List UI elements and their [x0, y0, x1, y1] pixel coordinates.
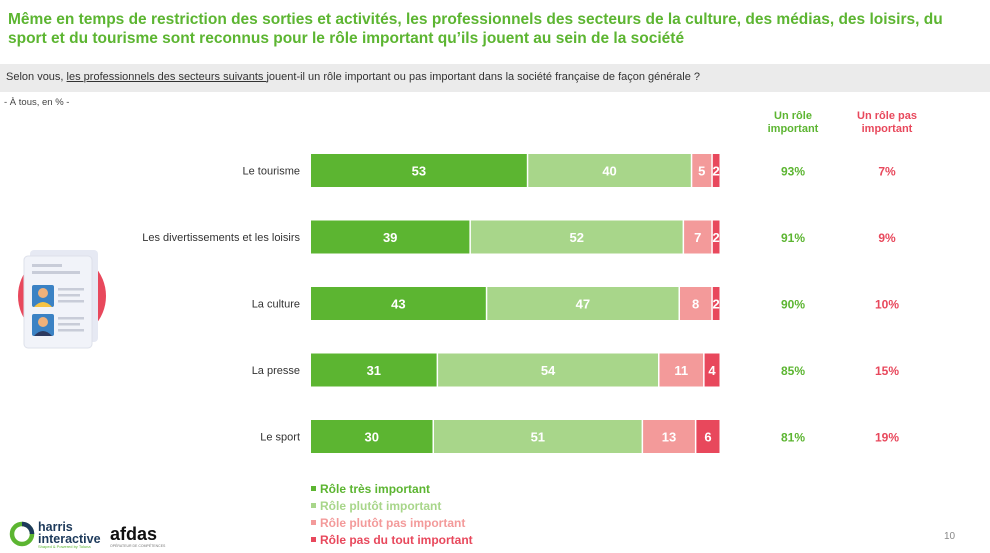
category-label: Le tourisme	[243, 166, 300, 178]
column-header-not-important: Un rôle pas important	[857, 110, 917, 135]
question-underlined: les professionnels des secteurs suivants	[66, 71, 267, 83]
question-suffix: jouent-il un rôle important ou pas impor…	[266, 71, 701, 83]
total-not-important-value: 19%	[875, 431, 899, 445]
afdas-logo: afdas OPÉRATEUR DE COMPÉTENCES	[110, 524, 166, 550]
bar-segment-pas-du-tout-important	[704, 353, 720, 387]
bar-value-label: 30	[365, 430, 379, 445]
bar-value-label: 4	[708, 363, 716, 378]
bar-segment-tres-important	[311, 353, 437, 387]
question-band: Selon vous, les professionnels des secte…	[0, 64, 990, 92]
page-number: 10	[944, 531, 956, 542]
total-important-value: 81%	[781, 431, 805, 445]
bar-segment-pas-du-tout-important	[712, 220, 720, 254]
legend-label: Rôle plutôt important	[320, 499, 442, 513]
bar-value-label: 2	[713, 297, 720, 312]
bar-value-label: 47	[576, 297, 590, 312]
column-header-important: Un rôle important	[767, 110, 819, 135]
harris-logo-text: harris interactive	[38, 520, 101, 546]
bar-segment-plutot-pas-important	[659, 353, 704, 387]
legend-item-tres-important: Rôle très important	[311, 481, 473, 498]
question-text: Selon vous, les professionnels des secte…	[6, 71, 700, 83]
bar-value-label: 54	[541, 363, 556, 378]
bar-segment-plutot-important	[487, 287, 679, 320]
harris-logo-icon	[9, 521, 35, 547]
document-people-icon	[18, 250, 106, 349]
bar-value-label: 43	[391, 297, 405, 312]
bar-value-label: 51	[531, 430, 545, 445]
bar-segment-plutot-pas-important	[680, 287, 712, 320]
bar-value-label: 31	[367, 363, 381, 378]
bar-value-label: 13	[662, 430, 676, 445]
bar-value-label: 52	[570, 230, 584, 245]
bar-segment-pas-du-tout-important	[712, 154, 720, 187]
category-label: Les divertissements et les loisirs	[142, 232, 300, 244]
category-label: La presse	[252, 365, 300, 377]
legend-label: Rôle très important	[320, 482, 431, 496]
bar-segment-plutot-pas-important	[692, 154, 712, 187]
bar-segment-tres-important	[311, 154, 527, 187]
bar-segment-pas-du-tout-important	[712, 287, 720, 320]
total-important-value: 90%	[781, 298, 805, 312]
chart-legend: Rôle très important Rôle plutôt importan…	[311, 481, 473, 549]
afdas-logo-text: afdas	[110, 524, 158, 544]
question-prefix: Selon vous,	[6, 71, 67, 83]
afdas-logo-tagline: OPÉRATEUR DE COMPÉTENCES	[110, 544, 166, 548]
bar-value-label: 2	[713, 164, 720, 179]
bar-segment-tres-important	[311, 287, 486, 320]
total-important-value: 85%	[781, 364, 805, 378]
legend-item-plutot-pas-important: Rôle plutôt pas important	[311, 515, 473, 532]
category-label: Le sport	[260, 432, 300, 444]
legend-label: Rôle plutôt pas important	[320, 516, 466, 530]
bar-value-label: 2	[713, 230, 720, 245]
bar-segment-plutot-important	[434, 420, 642, 453]
bar-value-label: 7	[694, 230, 701, 245]
base-note: - À tous, en % -	[4, 97, 70, 108]
page-title: Même en temps de restriction des sorties…	[8, 11, 943, 47]
total-not-important-value: 7%	[878, 165, 896, 179]
total-not-important-value: 15%	[875, 364, 899, 378]
bar-segment-plutot-important	[470, 220, 683, 254]
total-important-value: 91%	[781, 231, 805, 245]
total-not-important-value: 9%	[878, 231, 896, 245]
bar-segment-tres-important	[311, 220, 470, 254]
bar-segment-plutot-important	[438, 353, 658, 387]
category-label: La culture	[252, 299, 300, 311]
bar-value-label: 11	[674, 363, 688, 378]
total-not-important-value: 10%	[875, 298, 899, 312]
harris-logo-tagline: Shaped & Powered by Toluna	[38, 544, 91, 549]
bar-value-label: 8	[692, 297, 699, 312]
bar-segment-plutot-important	[528, 154, 691, 187]
harris-interactive-logo: harris interactive Shaped & Powered by T…	[9, 519, 109, 549]
legend-label: Rôle pas du tout important	[320, 533, 473, 547]
bar-segment-pas-du-tout-important	[696, 420, 720, 453]
legend-item-plutot-important: Rôle plutôt important	[311, 498, 473, 515]
bar-value-label: 40	[602, 164, 616, 179]
total-important-value: 93%	[781, 165, 805, 179]
bar-segment-tres-important	[311, 420, 433, 453]
bar-segment-plutot-pas-important	[684, 220, 712, 254]
bar-value-label: 5	[698, 164, 705, 179]
legend-item-pas-du-tout-important: Rôle pas du tout important	[311, 532, 473, 549]
bar-value-label: 39	[383, 230, 397, 245]
bar-value-label: 6	[704, 430, 711, 445]
bar-segment-plutot-pas-important	[643, 420, 695, 453]
bar-value-label: 53	[412, 164, 426, 179]
